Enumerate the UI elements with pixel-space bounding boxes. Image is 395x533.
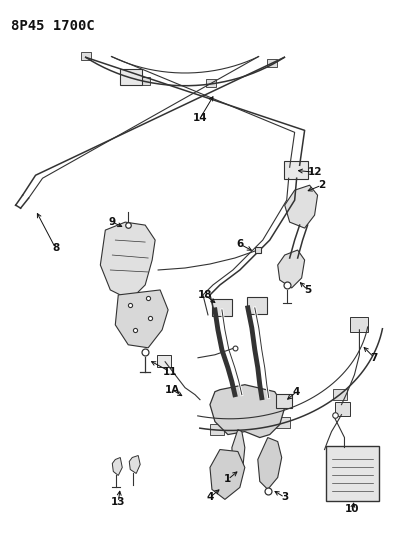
- FancyBboxPatch shape: [335, 402, 350, 416]
- Text: 12: 12: [307, 167, 322, 177]
- Text: 4: 4: [206, 492, 214, 503]
- FancyBboxPatch shape: [120, 69, 142, 85]
- Text: 13: 13: [111, 497, 126, 507]
- Text: 2: 2: [318, 180, 325, 190]
- Text: 1: 1: [224, 474, 231, 484]
- Bar: [206, 79, 216, 87]
- FancyBboxPatch shape: [210, 424, 224, 435]
- FancyBboxPatch shape: [212, 299, 232, 316]
- Text: 3: 3: [281, 492, 288, 503]
- FancyBboxPatch shape: [247, 297, 267, 314]
- Polygon shape: [232, 430, 245, 474]
- Text: 14: 14: [193, 114, 207, 123]
- FancyBboxPatch shape: [157, 355, 171, 367]
- FancyBboxPatch shape: [276, 417, 290, 428]
- Bar: [267, 60, 277, 67]
- FancyBboxPatch shape: [276, 394, 292, 408]
- Polygon shape: [129, 456, 140, 473]
- Polygon shape: [112, 457, 122, 475]
- Bar: [81, 52, 91, 60]
- FancyBboxPatch shape: [325, 446, 379, 502]
- Polygon shape: [100, 222, 155, 300]
- Polygon shape: [210, 385, 285, 438]
- FancyBboxPatch shape: [284, 161, 308, 179]
- Polygon shape: [258, 438, 282, 489]
- Text: 9: 9: [109, 217, 116, 227]
- Text: 1A: 1A: [164, 385, 180, 394]
- Text: 7: 7: [371, 353, 378, 363]
- Text: 8: 8: [52, 243, 59, 253]
- Polygon shape: [210, 449, 245, 499]
- Text: 11: 11: [163, 367, 177, 377]
- FancyBboxPatch shape: [350, 317, 369, 332]
- Text: 5: 5: [304, 285, 311, 295]
- Text: 10: 10: [345, 504, 360, 514]
- Polygon shape: [278, 250, 305, 288]
- Text: 6: 6: [236, 239, 243, 249]
- Text: 8P45 1700C: 8P45 1700C: [11, 19, 94, 33]
- Polygon shape: [115, 290, 168, 348]
- Bar: [140, 77, 150, 85]
- Text: 4: 4: [293, 386, 300, 397]
- FancyBboxPatch shape: [333, 389, 347, 400]
- Polygon shape: [285, 185, 318, 228]
- Text: 18: 18: [198, 290, 212, 300]
